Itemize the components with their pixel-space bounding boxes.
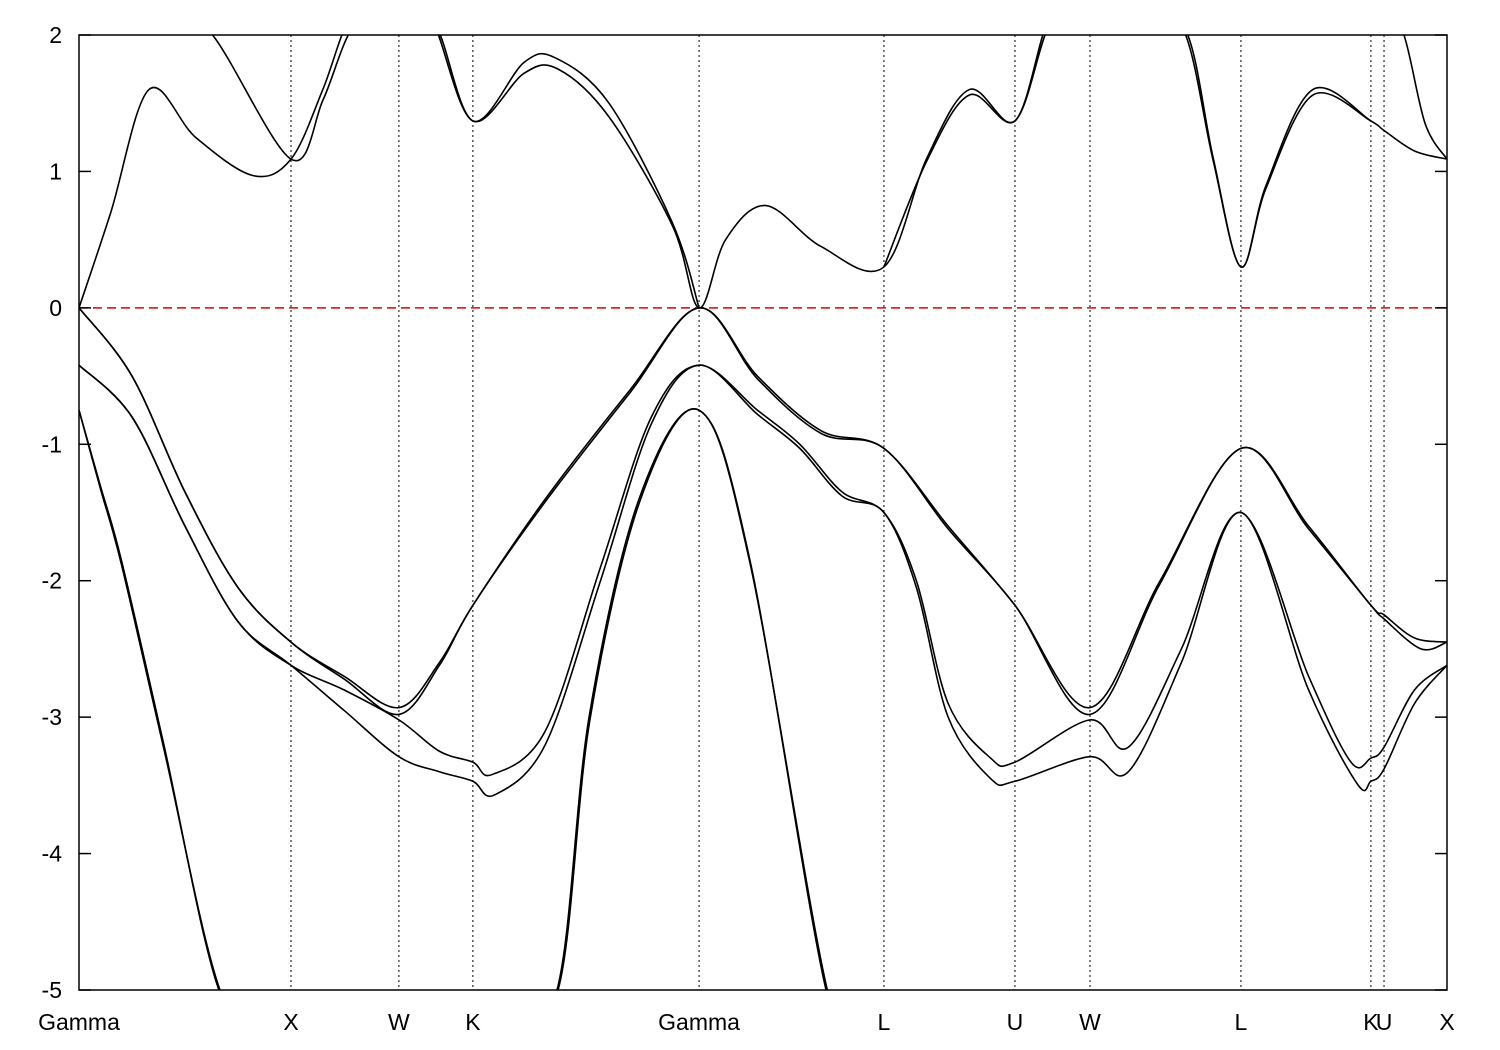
x-tick-label: U bbox=[1007, 1009, 1024, 1035]
y-tick-label: -4 bbox=[42, 841, 63, 867]
y-tick-label: 0 bbox=[49, 295, 62, 321]
band-line-6 bbox=[439, 35, 1044, 309]
x-tick-label: W bbox=[1079, 1009, 1101, 1035]
band-line-7 bbox=[1403, 35, 1447, 160]
y-tick-label: -5 bbox=[42, 977, 62, 1003]
band-line-2 bbox=[79, 364, 1447, 777]
band-line-5 bbox=[557, 408, 829, 990]
x-axis: Gamma X W K Gamma L U W L KU X bbox=[38, 1009, 1455, 1035]
band-line-7 bbox=[883, 35, 1046, 268]
band-line-7 bbox=[1184, 35, 1372, 268]
band-line-7 bbox=[211, 35, 350, 162]
x-tick-label: X bbox=[283, 1009, 298, 1035]
band-line-3 bbox=[79, 364, 1447, 798]
x-tick-label: W bbox=[388, 1009, 410, 1035]
band-line-5 bbox=[79, 409, 221, 990]
y-tick-label: -2 bbox=[42, 568, 62, 594]
symmetry-gridlines bbox=[290, 35, 1385, 990]
band-line-6 bbox=[1186, 35, 1447, 268]
x-tick-label: U bbox=[1376, 1009, 1393, 1035]
x-tick-label: L bbox=[1235, 1009, 1248, 1035]
y-tick-label: 1 bbox=[49, 158, 62, 184]
band-line-4 bbox=[556, 408, 827, 990]
x-tick-label: K bbox=[465, 1009, 481, 1035]
bands bbox=[79, 35, 1447, 990]
x-tick-label: X bbox=[1439, 1009, 1454, 1035]
y-tick-label: 2 bbox=[49, 22, 62, 48]
x-tick-label: K bbox=[1363, 1009, 1379, 1035]
band-line-6 bbox=[79, 35, 343, 309]
x-tick-label: L bbox=[878, 1009, 891, 1035]
band-line-7 bbox=[437, 35, 700, 309]
band-line-1 bbox=[79, 307, 1447, 716]
x-tick-label: Gamma bbox=[38, 1009, 120, 1035]
plot-frame bbox=[78, 34, 1448, 991]
band-line-0 bbox=[79, 307, 1447, 709]
y-axis: -5 -4 -3 -2 -1 0 1 2 bbox=[42, 22, 1447, 1003]
y-tick-label: -1 bbox=[42, 431, 62, 457]
x-tick-label: Gamma bbox=[658, 1009, 740, 1035]
y-tick-label: -3 bbox=[42, 704, 62, 730]
